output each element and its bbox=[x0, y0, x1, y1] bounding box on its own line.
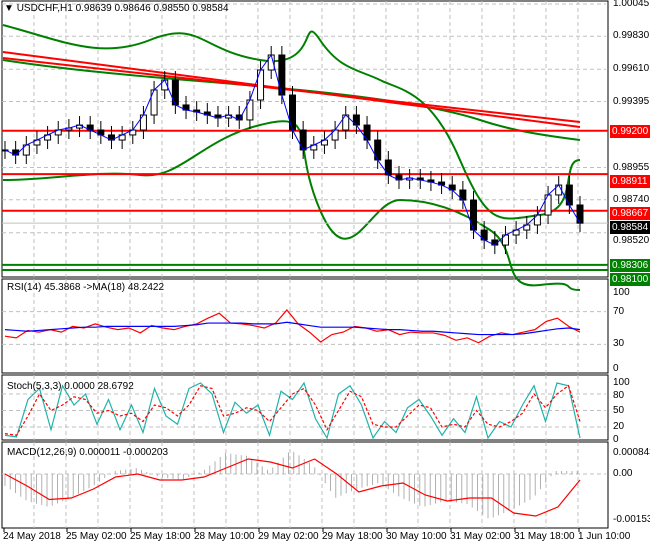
stoch-title: Stoch(5,3,3) 0.0000 28.6792 bbox=[7, 381, 134, 392]
price-axis-label: 0.99610 bbox=[613, 63, 650, 75]
rsi-line bbox=[4, 309, 581, 344]
current-price-label: 0.98584 bbox=[610, 220, 650, 234]
stoch-main-line bbox=[4, 381, 581, 440]
price-axis-label: 0.99395 bbox=[613, 95, 650, 107]
level-price-label: 0.99200 bbox=[610, 124, 650, 138]
rsi-axis-label: 30 bbox=[613, 338, 625, 350]
time-axis-label: 29 May 18:00 bbox=[322, 531, 383, 542]
rsi-axis-label: 100 bbox=[613, 286, 630, 298]
time-axis-label: 29 May 02:00 bbox=[258, 531, 319, 542]
rsi-axis-label: 70 bbox=[613, 305, 625, 317]
collapse-triangle-icon[interactable]: ▼ bbox=[4, 3, 14, 14]
stoch-signal-line bbox=[4, 384, 581, 436]
panel-frame-1 bbox=[1, 278, 609, 374]
rsi-axis-label: 0 bbox=[613, 363, 619, 374]
bollinger-upper-band bbox=[2, 24, 581, 220]
chart-header: ▼ USDCHF,H1 0.98639 0.98646 0.98550 0.98… bbox=[4, 3, 229, 15]
panel-frame-2 bbox=[1, 374, 609, 441]
level-price-label: 0.98667 bbox=[610, 206, 650, 220]
trendline-2 bbox=[2, 57, 581, 123]
macd-signal-line bbox=[4, 458, 581, 517]
price-axis-label: 0.98740 bbox=[613, 193, 650, 205]
time-axis-label: 31 May 18:00 bbox=[514, 531, 575, 542]
panel-frame-0 bbox=[1, 0, 609, 278]
time-axis-label: 24 May 2018 bbox=[3, 531, 61, 542]
macd-title: MACD(12,26,9) 0.000011 -0.000203 bbox=[7, 447, 169, 458]
level-price-label: 0.98306 bbox=[610, 258, 650, 272]
stoch-axis-label: 80 bbox=[613, 390, 625, 401]
time-axis-label: 25 May 02:00 bbox=[66, 531, 127, 542]
time-axis-label: 25 May 18:00 bbox=[130, 531, 191, 542]
macd-axis-label: 0.000843 bbox=[613, 447, 650, 458]
time-axis-label: 30 May 10:00 bbox=[386, 531, 447, 542]
rsi-title: RSI(14) 45.3868 ->MA(18) 48.2422 bbox=[7, 282, 165, 293]
level-price-label: 0.98100 bbox=[610, 272, 650, 286]
price-axis-label: 1.00045 bbox=[613, 0, 650, 9]
stoch-axis-label: 20 bbox=[613, 421, 625, 432]
price-axis-label: 0.99830 bbox=[613, 30, 650, 42]
time-axis-label: 28 May 10:00 bbox=[194, 531, 255, 542]
symbol-label: USDCHF,H1 bbox=[16, 3, 73, 14]
macd-axis-label: 0.00 bbox=[613, 468, 633, 479]
price-axis-label: 0.98955 bbox=[613, 161, 650, 173]
time-axis-label: 31 May 02:00 bbox=[450, 531, 511, 542]
stoch-axis-label: 100 bbox=[613, 377, 630, 388]
stoch-axis-label: 0 bbox=[613, 434, 619, 445]
price-axis-label: 0.98520 bbox=[613, 234, 650, 246]
macd-axis-label: -0.001533 bbox=[613, 513, 650, 525]
moving-average-fast bbox=[4, 53, 581, 246]
stoch-axis-label: 50 bbox=[613, 404, 625, 416]
level-price-label: 0.98911 bbox=[610, 174, 650, 188]
rsi-ma-line bbox=[4, 321, 581, 336]
time-axis-label: 1 Jun 10:00 bbox=[578, 531, 631, 542]
ohlc-values: 0.98639 0.98646 0.98550 0.98584 bbox=[75, 3, 229, 14]
